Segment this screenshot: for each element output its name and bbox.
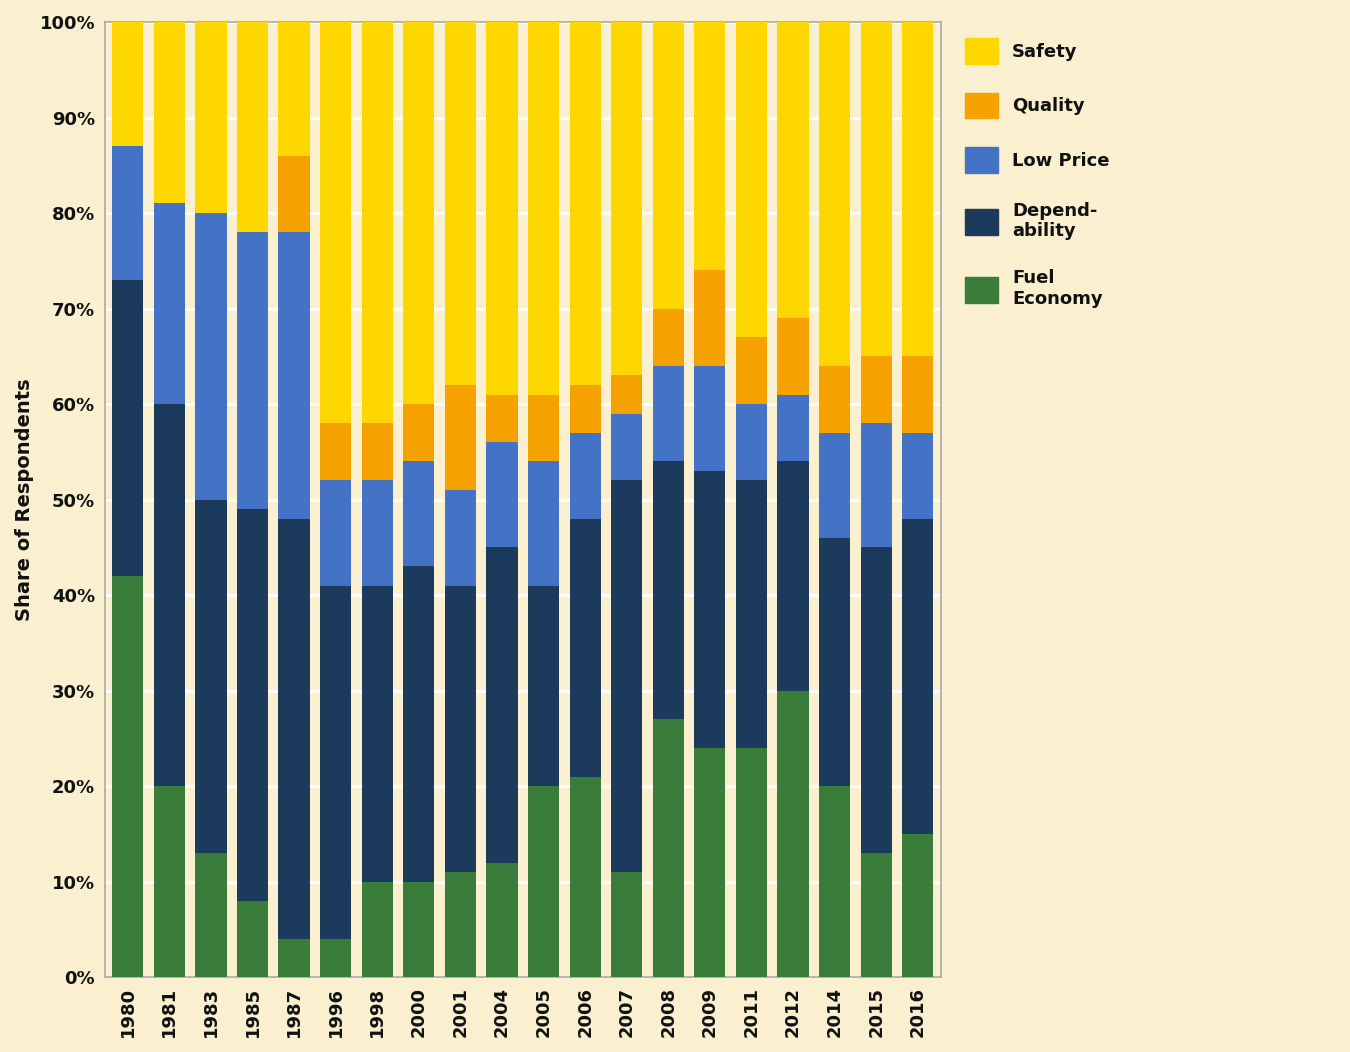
Bar	[528, 786, 559, 977]
Bar	[570, 385, 601, 432]
Bar	[278, 232, 309, 519]
Bar	[819, 538, 850, 786]
Bar	[528, 394, 559, 462]
Bar	[612, 413, 643, 481]
Bar	[154, 22, 185, 203]
Bar	[902, 22, 933, 357]
Bar	[486, 22, 517, 394]
Bar	[196, 214, 227, 500]
Bar	[694, 270, 725, 366]
Bar	[404, 882, 435, 977]
Bar	[320, 481, 351, 586]
Bar	[694, 22, 725, 270]
Bar	[902, 357, 933, 432]
Bar	[320, 939, 351, 977]
Bar	[112, 146, 143, 280]
Bar	[736, 338, 767, 404]
Bar	[404, 462, 435, 566]
Bar	[278, 156, 309, 232]
Bar	[486, 442, 517, 547]
Bar	[404, 404, 435, 462]
Bar	[444, 490, 477, 586]
Bar	[612, 376, 643, 413]
Bar	[694, 471, 725, 748]
Bar	[528, 586, 559, 786]
Bar	[236, 232, 269, 509]
Bar	[154, 404, 185, 786]
Bar	[778, 462, 809, 690]
Bar	[570, 22, 601, 385]
Bar	[278, 22, 309, 156]
Bar	[486, 863, 517, 977]
Bar	[612, 872, 643, 977]
Bar	[320, 423, 351, 481]
Bar	[278, 519, 309, 939]
Bar	[736, 22, 767, 338]
Bar	[736, 481, 767, 748]
Bar	[362, 423, 393, 481]
Bar	[860, 547, 892, 853]
Bar	[236, 901, 269, 977]
Bar	[819, 22, 850, 366]
Bar	[236, 22, 269, 232]
Bar	[404, 566, 435, 882]
Bar	[486, 394, 517, 442]
Bar	[819, 786, 850, 977]
Bar	[528, 22, 559, 394]
Bar	[444, 22, 477, 385]
Bar	[154, 203, 185, 404]
Bar	[819, 366, 850, 432]
Bar	[860, 423, 892, 547]
Bar	[444, 385, 477, 490]
Bar	[778, 22, 809, 318]
Bar	[860, 22, 892, 357]
Bar	[778, 690, 809, 977]
Bar	[902, 834, 933, 977]
Bar	[778, 318, 809, 394]
Bar	[736, 404, 767, 481]
Bar	[320, 586, 351, 939]
Bar	[444, 872, 477, 977]
Bar	[902, 432, 933, 519]
Bar	[236, 509, 269, 901]
Bar	[196, 853, 227, 977]
Y-axis label: Share of Respondents: Share of Respondents	[15, 379, 34, 621]
Bar	[612, 22, 643, 376]
Bar	[652, 462, 684, 720]
Bar	[362, 481, 393, 586]
Bar	[736, 748, 767, 977]
Bar	[404, 22, 435, 404]
Bar	[196, 22, 227, 214]
Bar	[112, 576, 143, 977]
Bar	[652, 308, 684, 366]
Bar	[196, 500, 227, 853]
Bar	[902, 519, 933, 834]
Bar	[860, 853, 892, 977]
Bar	[652, 720, 684, 977]
Bar	[612, 481, 643, 872]
Bar	[112, 22, 143, 146]
Bar	[444, 586, 477, 872]
Bar	[362, 586, 393, 882]
Bar	[362, 882, 393, 977]
Bar	[570, 432, 601, 519]
Bar	[694, 366, 725, 471]
Legend: Safety, Quality, Low Price, Depend-
ability, Fuel
Economy: Safety, Quality, Low Price, Depend- abil…	[958, 31, 1116, 316]
Bar	[694, 748, 725, 977]
Bar	[570, 519, 601, 776]
Bar	[860, 357, 892, 423]
Bar	[320, 22, 351, 423]
Bar	[278, 939, 309, 977]
Bar	[652, 22, 684, 308]
Bar	[528, 462, 559, 586]
Bar	[486, 547, 517, 863]
Bar	[778, 394, 809, 462]
Bar	[570, 776, 601, 977]
Bar	[362, 22, 393, 423]
Bar	[154, 786, 185, 977]
Bar	[819, 432, 850, 538]
Bar	[652, 366, 684, 462]
Bar	[112, 280, 143, 576]
